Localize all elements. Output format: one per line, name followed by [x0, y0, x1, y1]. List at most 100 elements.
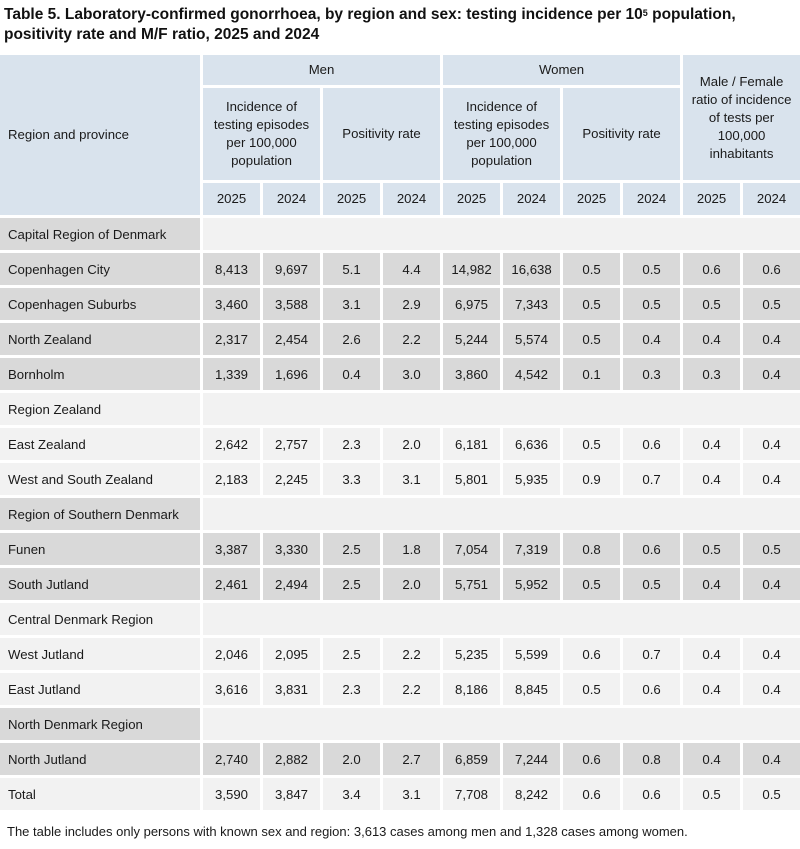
province-label: South Jutland: [0, 568, 200, 600]
table-cell: 3,387: [203, 533, 260, 565]
table-cell: 2,454: [263, 323, 320, 355]
table-cell: 0.4: [683, 568, 741, 600]
table-cell: 5,235: [443, 638, 501, 670]
table-cell: 2,757: [263, 428, 320, 460]
table-cell: 0.4: [623, 323, 681, 355]
table-cell: 6,181: [443, 428, 501, 460]
table-cell: 0.4: [323, 358, 380, 390]
table-cell: 0.4: [683, 463, 741, 495]
table-cell: 4.4: [383, 253, 441, 285]
table-cell: 0.5: [683, 533, 741, 565]
table-cell: 5,599: [503, 638, 561, 670]
table-cell: 0.6: [623, 533, 681, 565]
table-cell: 5,751: [443, 568, 501, 600]
table-cell: 0.5: [743, 778, 800, 810]
table-cell: 0.4: [743, 673, 800, 705]
province-label: East Jutland: [0, 673, 200, 705]
table-cell: 0.4: [683, 323, 741, 355]
table-cell: 0.3: [683, 358, 741, 390]
title-line-2: positivity rate and M/F ratio, 2025 and …: [4, 26, 320, 43]
table-cell: 3,831: [263, 673, 320, 705]
table-cell: 3.1: [383, 778, 441, 810]
region-row-fill: [203, 603, 800, 635]
table-cell: 0.4: [743, 638, 800, 670]
table-cell: 3,847: [263, 778, 320, 810]
table-cell: 2.9: [383, 288, 441, 320]
province-label: Copenhagen City: [0, 253, 200, 285]
table-cell: 3,460: [203, 288, 260, 320]
table-row: Copenhagen Suburbs 3,460 3,588 3.1 2.9 6,975 7…: [0, 288, 800, 320]
region-row-fill: [203, 498, 800, 530]
table-cell: 0.5: [623, 288, 681, 320]
table-cell: 2.2: [383, 673, 441, 705]
table-cell: 3,588: [263, 288, 320, 320]
table-row: East Jutland 3,616 3,831 2.3 2.2 8,186 8,845 0.…: [0, 673, 800, 705]
table-cell: 0.4: [743, 463, 800, 495]
province-label: West Jutland: [0, 638, 200, 670]
table-cell: 2.2: [383, 323, 441, 355]
table-cell: 2.0: [383, 428, 441, 460]
region-row: North Denmark Region: [0, 708, 800, 740]
table-cell: 0.6: [563, 778, 621, 810]
table-cell: 2.5: [323, 568, 380, 600]
year-header: 2024: [503, 183, 561, 215]
table-row: West and South Zealand 2,183 2,245 3.3 3.1 5,…: [0, 463, 800, 495]
table-cell: 7,343: [503, 288, 561, 320]
table-row: South Jutland 2,461 2,494 2.5 2.0 5,751 5,952 0…: [0, 568, 800, 600]
region-label: Region Zealand: [0, 393, 200, 425]
region-column-header: Region and province: [0, 55, 200, 215]
table-cell: 0.8: [563, 533, 621, 565]
table-cell: 7,054: [443, 533, 501, 565]
table-cell: 0.6: [623, 428, 681, 460]
table-cell: 0.4: [683, 743, 741, 775]
table-cell: 2,095: [263, 638, 320, 670]
province-label: Funen: [0, 533, 200, 565]
table-cell: 2,882: [263, 743, 320, 775]
table-cell: 5,801: [443, 463, 501, 495]
table-cell: 0.6: [563, 638, 621, 670]
table-cell: 0.6: [743, 253, 800, 285]
province-label: North Jutland: [0, 743, 200, 775]
year-header: 2024: [263, 183, 320, 215]
women-positivity-header: Positivity rate: [563, 88, 681, 180]
table-cell: 0.6: [563, 743, 621, 775]
region-row-fill: [203, 393, 800, 425]
table-cell: 0.6: [683, 253, 741, 285]
table-cell: 3.3: [323, 463, 380, 495]
table-cell: 3.0: [383, 358, 441, 390]
men-positivity-header: Positivity rate: [323, 88, 441, 180]
province-label: Total: [0, 778, 200, 810]
table-cell: 7,319: [503, 533, 561, 565]
table-cell: 0.4: [683, 428, 741, 460]
table-cell: 0.5: [623, 253, 681, 285]
table-cell: 2,046: [203, 638, 260, 670]
table-cell: 3.4: [323, 778, 380, 810]
table-title: Table 5. Laboratory-confirmed gonorrhoea…: [4, 5, 796, 45]
region-label: North Denmark Region: [0, 708, 200, 740]
table-cell: 2,642: [203, 428, 260, 460]
table-cell: 5,574: [503, 323, 561, 355]
year-header: 2025: [203, 183, 260, 215]
table-cell: 0.8: [623, 743, 681, 775]
table-cell: 0.5: [563, 253, 621, 285]
table-cell: 0.4: [743, 743, 800, 775]
table-cell: 8,845: [503, 673, 561, 705]
table-cell: 2,245: [263, 463, 320, 495]
table-cell: 2.0: [323, 743, 380, 775]
province-label: North Zealand: [0, 323, 200, 355]
table-cell: 6,975: [443, 288, 501, 320]
year-header: 2024: [383, 183, 441, 215]
table-cell: 2,740: [203, 743, 260, 775]
region-row: Central Denmark Region: [0, 603, 800, 635]
year-header: 2025: [683, 183, 741, 215]
year-header: 2025: [323, 183, 380, 215]
data-table: Region and province Men Women Male / Fem…: [0, 52, 800, 813]
table-cell: 0.9: [563, 463, 621, 495]
table-cell: 0.4: [743, 568, 800, 600]
table-cell: 7,244: [503, 743, 561, 775]
women-header: Women: [443, 55, 681, 85]
title-text: Table 5. Laboratory-confirmed gonorrhoea…: [4, 6, 643, 23]
table-cell: 1,339: [203, 358, 260, 390]
table-cell: 3,590: [203, 778, 260, 810]
table-cell: 8,413: [203, 253, 260, 285]
